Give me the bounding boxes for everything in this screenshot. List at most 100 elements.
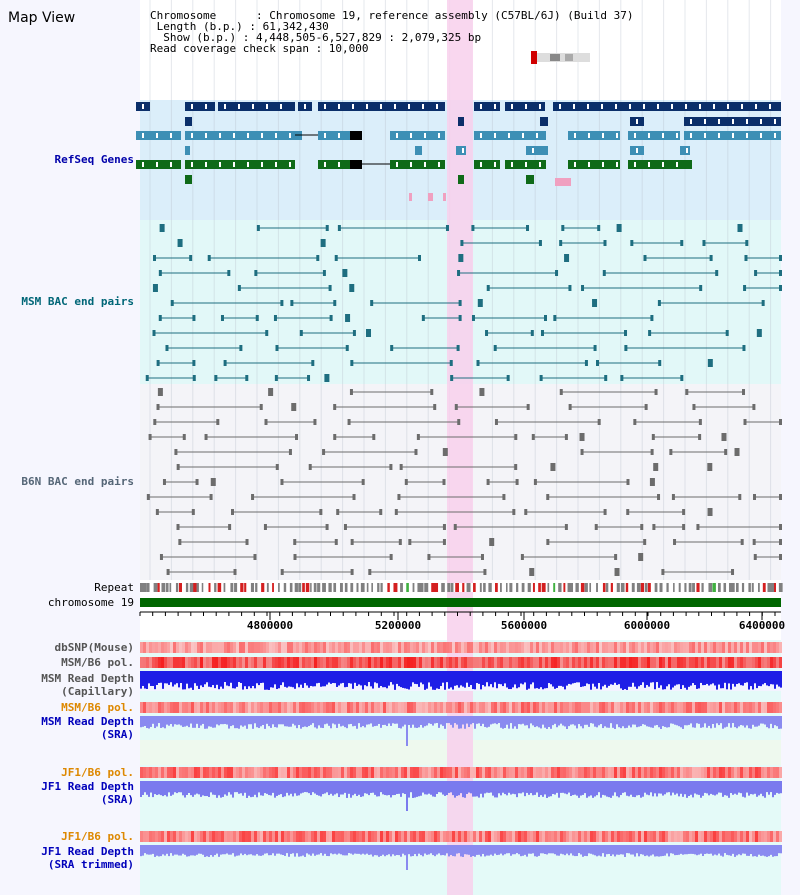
heat-cell [755, 657, 758, 668]
msm-bac-label[interactable]: MSM BAC end pairs [21, 295, 134, 308]
depth-bar [716, 845, 718, 856]
depth-bar [758, 716, 760, 726]
msm-depth-capillary-label[interactable]: MSM Read Depth [41, 672, 134, 685]
depth-bar [532, 845, 534, 854]
heat-cell [203, 702, 206, 713]
depth-bar [516, 671, 518, 689]
depth-bar [392, 716, 394, 724]
jf1-depth-sra-label[interactable]: JF1 Read Depth [41, 780, 134, 793]
refseq-genes-label[interactable]: RefSeq Genes [54, 153, 134, 166]
depth-bar [422, 781, 424, 793]
heat-cell [692, 657, 695, 668]
heat-cell [356, 767, 359, 778]
heat-cell [341, 831, 344, 842]
depth-bar [236, 716, 238, 729]
depth-bar [650, 781, 652, 793]
heat-cell [449, 702, 452, 713]
depth-bar [608, 781, 610, 798]
depth-bar [482, 845, 484, 854]
heat-cell [725, 657, 728, 668]
heat-cell [587, 831, 590, 842]
heat-cell [353, 657, 356, 668]
heat-cell [701, 831, 704, 842]
depth-bar [470, 781, 472, 794]
depth-bar [456, 671, 458, 686]
msm-b6-pol-label[interactable]: MSM/B6 pol. [61, 656, 134, 669]
heat-cell [164, 767, 167, 778]
depth-bar [702, 781, 704, 796]
depth-bar [362, 845, 364, 854]
depth-bar [698, 781, 700, 795]
depth-bar [182, 845, 184, 854]
depth-bar [222, 845, 224, 855]
heat-cell [545, 702, 548, 713]
heat-cell [773, 657, 776, 668]
heat-cell [443, 767, 446, 778]
depth-bar [438, 716, 440, 728]
bac-end-marker [471, 315, 475, 321]
axis-tick-label: 4800000 [246, 619, 294, 632]
depth-bar [232, 671, 234, 689]
heat-cell [416, 767, 419, 778]
depth-bar [388, 845, 390, 855]
jf1-b6-pol-label[interactable]: JF1/B6 pol. [61, 766, 134, 779]
depth-bar [306, 671, 308, 686]
depth-bar [644, 671, 646, 688]
depth-bar [536, 671, 538, 689]
depth-bar [250, 671, 252, 689]
depth-bar [678, 716, 680, 727]
heat-cell [515, 702, 518, 713]
depth-bar [742, 716, 744, 726]
bac-single-end [649, 478, 655, 486]
heat-cell [476, 642, 479, 653]
jf1-depth-trimmed-label[interactable]: JF1 Read Depth [41, 845, 134, 858]
depth-bar [572, 781, 574, 796]
heat-cell [734, 831, 737, 842]
heat-cell [659, 642, 662, 653]
depth-bar [430, 845, 432, 854]
depth-bar [716, 716, 718, 724]
depth-bar [252, 671, 254, 686]
msm-depth-sra-label[interactable]: MSM Read Depth [41, 715, 134, 728]
depth-bar [764, 671, 766, 684]
depth-bar [176, 671, 178, 684]
depth-bar [604, 716, 606, 727]
depth-bar [546, 845, 548, 855]
depth-bar [282, 781, 284, 798]
heat-cell [206, 642, 209, 653]
jf1-b6-pol-label-2[interactable]: JF1/B6 pol. [61, 830, 134, 843]
heat-cell [416, 642, 419, 653]
heat-cell [512, 702, 515, 713]
depth-bar [258, 845, 260, 856]
bac-end-marker [671, 494, 675, 500]
heat-cell [266, 702, 269, 713]
heat-cell [332, 831, 335, 842]
heat-cell [398, 657, 401, 668]
b6n-bac-label[interactable]: B6N BAC end pairs [21, 475, 134, 488]
gene-model [458, 117, 464, 126]
heat-cell [575, 642, 578, 653]
depth-bar [236, 845, 238, 856]
heat-cell [467, 702, 470, 713]
bac-end-marker [742, 345, 746, 351]
depth-bar [550, 781, 552, 797]
bac-end-marker [350, 569, 354, 575]
heat-cell [425, 702, 428, 713]
depth-bar [384, 845, 386, 857]
depth-bar [236, 781, 238, 793]
repeat-element [193, 583, 197, 592]
bac-end-marker [254, 270, 258, 276]
dbsnp-label[interactable]: dbSNP(Mouse) [54, 641, 134, 654]
gene-model [185, 146, 190, 155]
depth-bar [494, 716, 496, 724]
depth-bar [238, 781, 240, 794]
repeat-label[interactable]: Repeat [94, 581, 134, 594]
heat-cell [188, 767, 191, 778]
heat-cell [212, 767, 215, 778]
heat-cell [275, 767, 278, 778]
depth-bar [154, 716, 156, 729]
msm-b6-pol-label-2[interactable]: MSM/B6 pol. [61, 701, 134, 714]
depth-bar [628, 671, 630, 687]
